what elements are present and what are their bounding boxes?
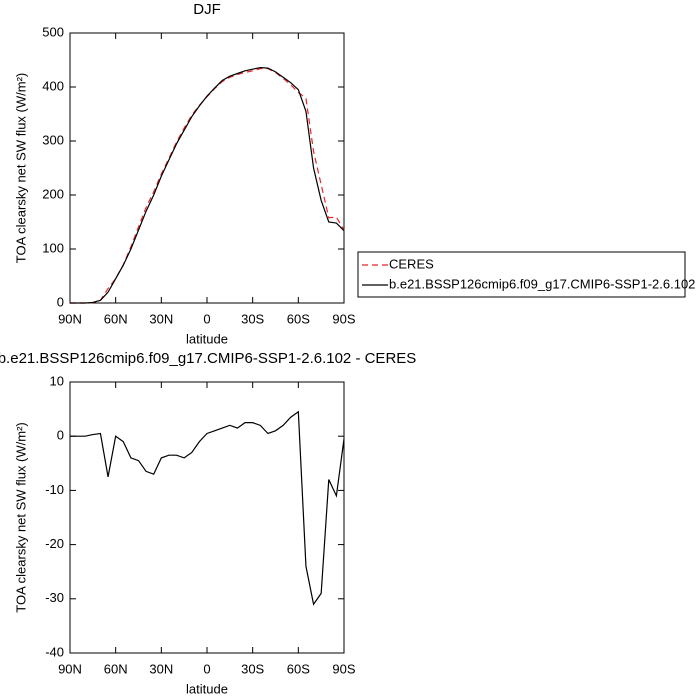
x-tick-label: 0 (203, 661, 210, 676)
y-tick-label: -10 (45, 482, 64, 497)
x-tick-label: 60N (104, 311, 128, 326)
y-axis-label: TOA clearsky net SW flux (W/m²) (13, 422, 28, 612)
x-tick-label: 60N (104, 661, 128, 676)
x-tick-label: 30S (241, 311, 264, 326)
x-tick-label: 90N (58, 311, 82, 326)
plot-frame (69, 381, 345, 654)
y-tick-label: 100 (42, 240, 64, 255)
plot-frame (69, 32, 345, 304)
y-axis-label: TOA clearsky net SW flux (W/m²) (13, 73, 28, 263)
legend-label: CERES (389, 256, 434, 271)
x-axis-label: latitude (186, 681, 228, 696)
y-tick-label: -20 (45, 536, 64, 551)
y-tick-label: 300 (42, 132, 64, 147)
y-tick-label: -30 (45, 590, 64, 605)
x-tick-label: 0 (203, 311, 210, 326)
y-tick-label: 0 (57, 428, 64, 443)
y-tick-label: 0 (57, 294, 64, 309)
series-line (70, 66, 345, 304)
chart-title: DJF (193, 1, 221, 18)
x-tick-label: 30S (241, 661, 264, 676)
legend-label: b.e21.BSSP126cmip6.f09_g17.CMIP6-SSP1-2.… (389, 276, 695, 291)
x-axis-label: latitude (186, 331, 228, 346)
x-tick-label: 90N (58, 661, 82, 676)
x-tick-label: 30N (149, 311, 173, 326)
legend-box (357, 251, 686, 298)
y-tick-label: 400 (42, 78, 64, 93)
y-tick-label: 10 (50, 373, 64, 388)
y-tick-label: 500 (42, 24, 64, 39)
x-tick-label: 30N (149, 661, 173, 676)
y-tick-label: 200 (42, 186, 64, 201)
series-line (70, 410, 345, 606)
chart-title: b.e21.BSSP126cmip6.f09_g17.CMIP6-SSP1-2.… (0, 350, 416, 367)
y-tick-label: -40 (45, 644, 64, 659)
x-tick-label: 60S (287, 661, 310, 676)
x-tick-label: 90S (332, 661, 355, 676)
x-tick-label: 90S (332, 311, 355, 326)
x-tick-label: 60S (287, 311, 310, 326)
